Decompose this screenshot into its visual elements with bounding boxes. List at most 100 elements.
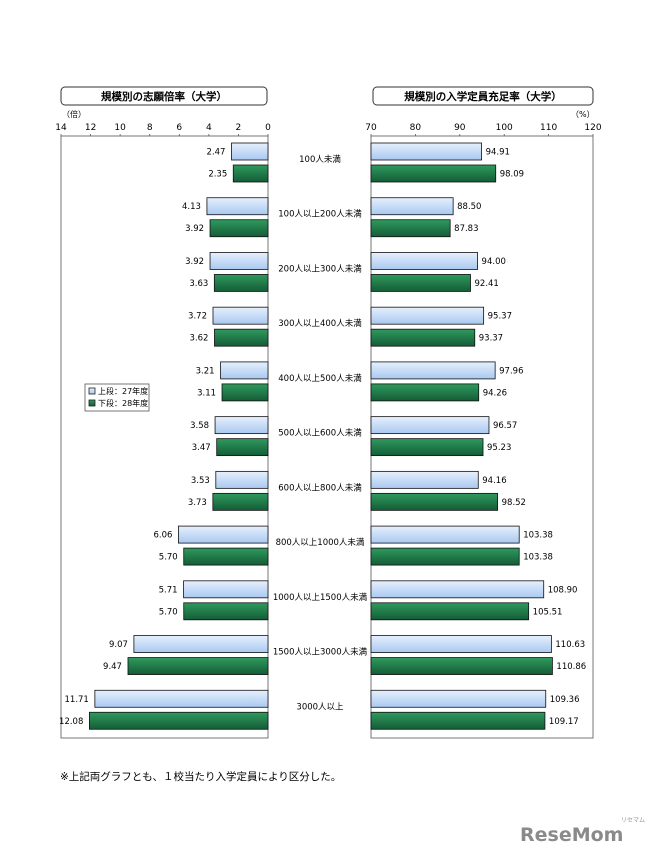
category-label: 100人以上200人未満: [278, 209, 362, 220]
left-value-label: 3.72: [188, 312, 207, 322]
right-bar-27: [370, 197, 454, 216]
right-value-label: 96.57: [493, 421, 517, 431]
right-value-label: 110.86: [556, 662, 586, 672]
left-value-label: 3.47: [192, 443, 211, 453]
right-bar-28: [370, 438, 484, 457]
left-bar-27: [133, 635, 269, 653]
category-label: 1000人以上1500人未満: [273, 592, 368, 603]
left-value-label: 3.53: [191, 476, 210, 486]
left-bar-27: [215, 470, 269, 489]
right-value-label: 98.09: [500, 170, 524, 180]
left-bar-28: [88, 711, 269, 730]
right-title-box: [372, 86, 594, 106]
left-bar-28: [221, 383, 269, 402]
right-value-label: 87.83: [454, 224, 478, 234]
left-bar-27: [206, 197, 269, 216]
left-value-label: 3.11: [197, 388, 216, 398]
right-bar-27: [370, 635, 552, 653]
left-bar-28: [183, 602, 269, 621]
left-bar-27: [177, 525, 269, 544]
left-bar-28: [209, 219, 269, 238]
left-value-label: 2.35: [208, 170, 227, 180]
right-value-label: 108.90: [548, 585, 578, 595]
resemom-logo-small: リセマム: [621, 817, 645, 824]
category-label: 300人以上400人未満: [278, 318, 362, 329]
right-value-label: 94.16: [482, 476, 506, 486]
left-value-label: 4.13: [182, 202, 201, 212]
right-value-label: 103.38: [523, 553, 553, 563]
left-bar-27: [209, 252, 269, 270]
left-bar-28: [212, 492, 269, 511]
left-plot-frame: [60, 135, 269, 739]
left-bar-27: [220, 361, 269, 380]
left-bar-27: [183, 580, 269, 599]
category-label: 1500人以上3000人未満: [273, 647, 368, 658]
right-bar-28: [370, 547, 520, 566]
right-bar-27: [370, 252, 478, 270]
right-value-label: 94.91: [486, 148, 510, 158]
right-bar-28: [370, 274, 471, 292]
left-bar-27: [214, 416, 269, 435]
right-bar-27: [370, 142, 483, 161]
left-value-label: 9.47: [103, 662, 122, 672]
left-value-label: 6.06: [153, 531, 172, 541]
legend-swatch-27: [88, 387, 96, 395]
right-tick-label: 80: [410, 123, 422, 133]
left-bar-28: [232, 164, 269, 183]
left-chart-title: 規模別の志願倍率（大学）: [101, 90, 227, 103]
right-bar-28: [370, 602, 530, 621]
left-bar-27: [212, 306, 269, 325]
legend-swatch-28: [88, 399, 96, 407]
left-value-label: 3.62: [190, 334, 209, 344]
legend-label-28: 下段：28年度: [98, 398, 148, 408]
legend-box: [84, 383, 150, 412]
left-tick-label: 14: [55, 123, 67, 133]
left-tick-label: 10: [114, 123, 126, 133]
right-chart-title: 規模別の入学定員充足率（大学）: [404, 90, 562, 103]
left-value-label: 12.08: [59, 717, 83, 727]
left-value-label: 3.21: [196, 366, 215, 376]
right-value-label: 92.41: [475, 279, 499, 289]
right-tick-label: 100: [496, 123, 513, 133]
left-unit-label: （倍）: [62, 109, 86, 119]
left-value-label: 3.63: [189, 279, 208, 289]
left-tick-label: 0: [265, 123, 271, 133]
right-value-label: 93.37: [479, 334, 503, 344]
left-tick-label: 8: [147, 123, 153, 133]
right-value-label: 95.37: [488, 312, 512, 322]
left-value-label: 9.07: [109, 640, 128, 650]
right-bar-27: [370, 416, 490, 435]
right-bar-28: [370, 492, 499, 511]
right-value-label: 97.96: [499, 366, 523, 376]
right-bar-28: [370, 164, 497, 183]
left-value-label: 3.92: [185, 257, 204, 267]
right-unit-label: （%）: [571, 110, 595, 119]
category-label: 3000人以上: [296, 702, 344, 712]
right-value-label: 95.23: [487, 443, 511, 453]
right-value-label: 103.38: [523, 531, 553, 541]
left-bar-27: [94, 689, 269, 708]
left-bar-28: [213, 274, 269, 292]
category-label: 500人以上600人未満: [278, 428, 362, 439]
resemom-logo: ReseMom: [520, 824, 623, 846]
right-value-label: 88.50: [457, 202, 481, 212]
footnote: ※上記両グラフとも、１校当たり入学定員により区分した。: [60, 770, 341, 783]
right-value-label: 105.51: [533, 607, 563, 617]
right-value-label: 98.52: [502, 498, 526, 508]
legend-label-27: 上段：27年度: [98, 386, 148, 396]
left-title-box: [60, 86, 268, 106]
right-bar-27: [370, 361, 496, 380]
right-bar-27: [370, 580, 545, 599]
right-bar-27: [370, 689, 547, 708]
left-value-label: 2.47: [207, 148, 226, 158]
left-bar-28: [183, 547, 269, 566]
left-bar-28: [127, 657, 269, 675]
left-value-label: 3.92: [185, 224, 204, 234]
left-tick-label: 6: [176, 123, 182, 133]
left-value-label: 3.73: [188, 498, 207, 508]
right-bar-28: [370, 657, 553, 675]
right-bar-27: [370, 306, 485, 325]
category-label: 600人以上800人未満: [278, 482, 362, 493]
left-bar-28: [214, 328, 269, 347]
